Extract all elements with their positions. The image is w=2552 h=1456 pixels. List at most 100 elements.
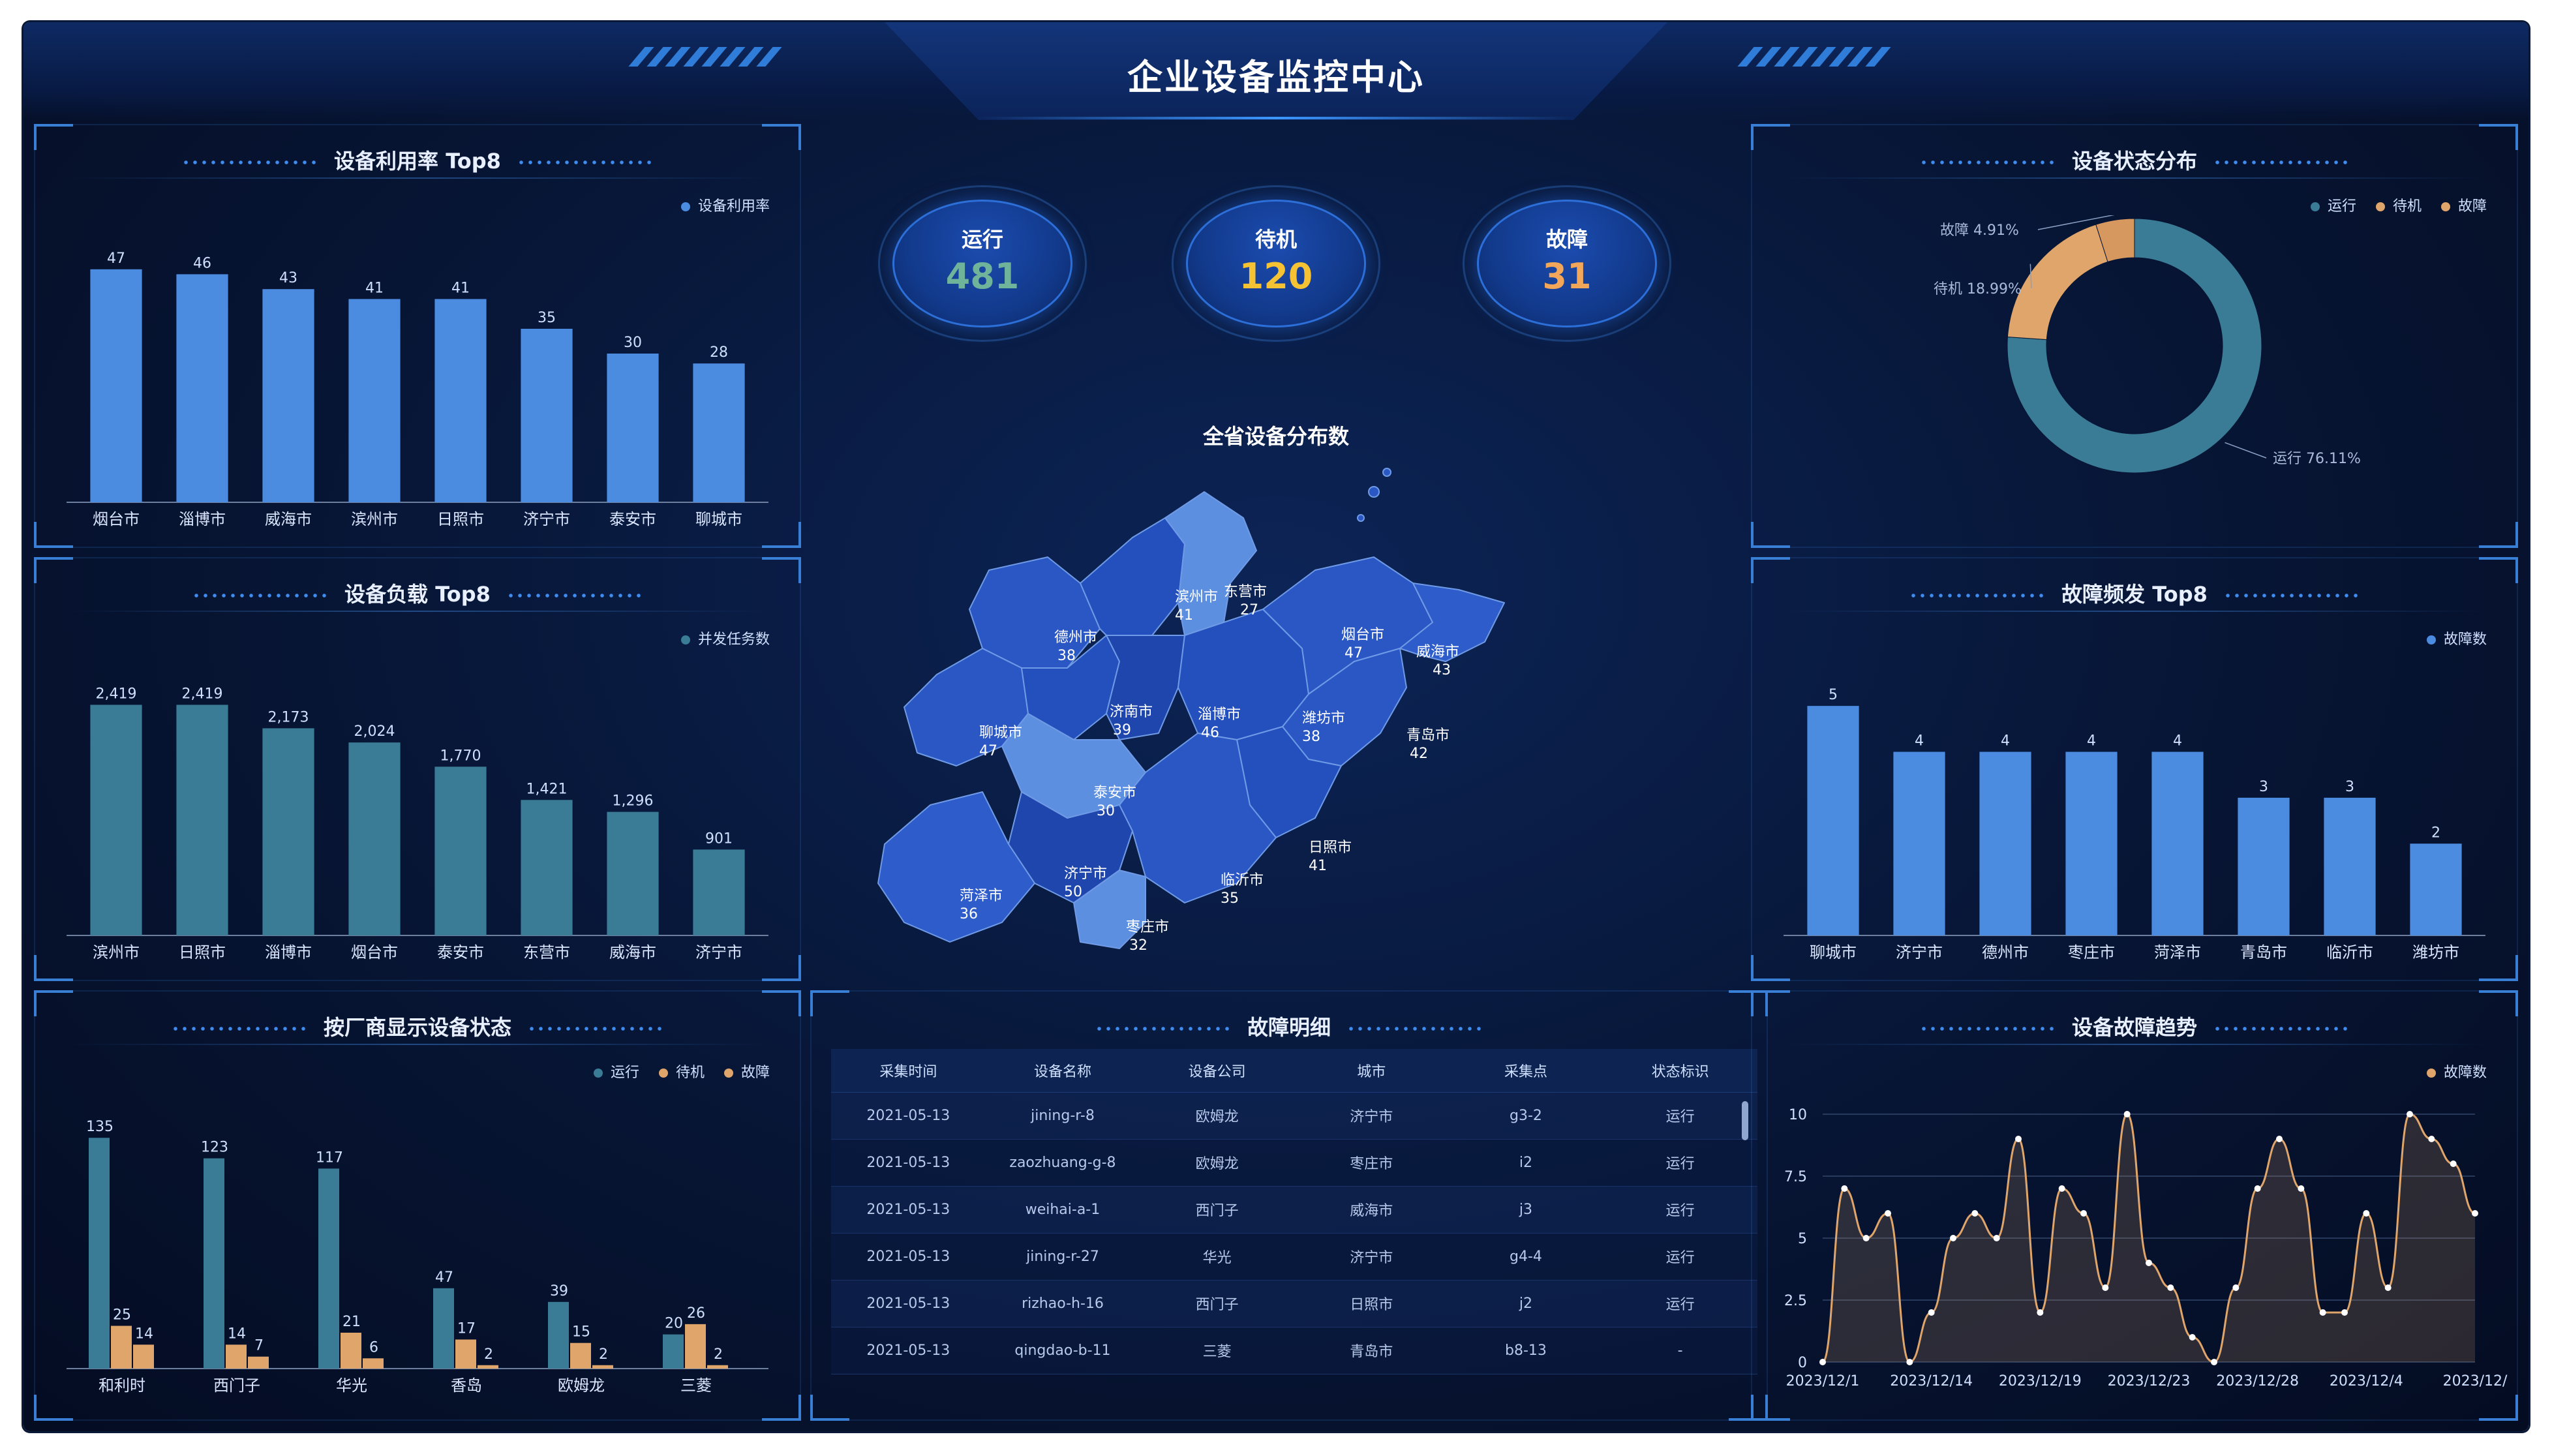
- load-chart: 2,419 滨州市 2,419 日照市 2,173 淄博市 2,024 烟台市 1,770 泰安市…: [67, 686, 768, 962]
- data-label: 3: [2345, 779, 2354, 795]
- legend-dot-icon: [2440, 202, 2450, 211]
- header-stripes-right: [1733, 47, 1928, 67]
- province-map[interactable]: 东营市 27 滨州市 41 德州市 38 烟台市 47 威海市 43 济南市 3…: [858, 453, 1707, 1007]
- data-point: [1885, 1210, 1891, 1217]
- table-cell: 2021-05-13: [831, 1280, 986, 1327]
- title-underline: [976, 117, 1576, 119]
- data-point: [2146, 1260, 2152, 1266]
- map-value: 30: [1097, 803, 1115, 819]
- table-cell: 欧姆龙: [1140, 1092, 1294, 1140]
- data-label: 3: [2259, 779, 2268, 795]
- legend-dot-icon: [2426, 1069, 2436, 1078]
- data-point: [2080, 1210, 2087, 1217]
- table-cell: g4-4: [1448, 1233, 1603, 1281]
- tick-label: 泰安市: [437, 943, 484, 962]
- legend: 设备利用率: [680, 194, 770, 215]
- stat-running: 运行 481: [878, 185, 1087, 342]
- table-row[interactable]: 2021-05-13 rizhao-h-16 西门子 日照市 j2 运行: [831, 1280, 1757, 1327]
- data-point: [2167, 1284, 2174, 1291]
- bar: [2065, 751, 2118, 935]
- utilization-chart: 47 烟台市 46 淄博市 43 威海市 41 滨州市 41 日照市 35 济宁市 30 泰安市 28 聊城市: [67, 250, 768, 528]
- data-label: 17: [457, 1320, 476, 1337]
- map-region-zibo[interactable]: [1106, 635, 1185, 740]
- tick-label: 临沂市: [2326, 943, 2373, 962]
- legend-dot-icon: [658, 1069, 668, 1078]
- bar: [2324, 797, 2376, 935]
- table-cell: i2: [1448, 1139, 1603, 1187]
- map-region-dongying[interactable]: [1164, 491, 1257, 636]
- tick-label: 东营市: [523, 943, 570, 962]
- tick-label: 日照市: [437, 510, 484, 528]
- data-label: 43: [279, 270, 297, 286]
- column-header[interactable]: 设备名称: [985, 1049, 1140, 1093]
- legend: 故障数: [2426, 628, 2487, 648]
- bar: [607, 811, 659, 935]
- data-label: 1,421: [526, 781, 568, 797]
- title-plate: [885, 22, 1667, 120]
- map-label: 聊城市: [979, 725, 1022, 741]
- table-cell: 2021-05-13: [831, 1139, 986, 1187]
- table-cell: b8-13: [1448, 1327, 1603, 1374]
- bar: [2238, 797, 2290, 935]
- tick-label: 菏泽市: [2154, 943, 2201, 962]
- data-point: [1950, 1235, 1956, 1241]
- slice-label: 故障 4.91%: [1940, 222, 2019, 239]
- map-region-heze[interactable]: [877, 791, 1035, 943]
- data-label: 21: [342, 1314, 361, 1330]
- legend: 故障数: [2426, 1061, 2487, 1082]
- tick-label: 5: [1798, 1231, 1807, 1247]
- tick-label: 聊城市: [1810, 943, 1857, 962]
- stat-fault: 故障 31: [1463, 185, 1671, 342]
- bar: [663, 1334, 684, 1369]
- column-header[interactable]: 采集时间: [831, 1049, 986, 1093]
- table-cell: 日照市: [1294, 1280, 1449, 1327]
- slice-label: 运行 76.11%: [2273, 451, 2361, 467]
- table-row[interactable]: 2021-05-13 jining-r-27 华光 济宁市 g4-4 运行: [831, 1233, 1757, 1281]
- table-row[interactable]: 2021-05-13 zaozhuang-g-8 欧姆龙 枣庄市 i2 运行: [831, 1139, 1757, 1187]
- legend: 运行 待机 故障: [593, 1061, 770, 1082]
- data-label: 14: [228, 1326, 246, 1342]
- data-label: 41: [451, 280, 470, 296]
- map-value: 46: [1201, 725, 1219, 741]
- area-fill: [1823, 1114, 2475, 1362]
- tick-label: 和利时: [99, 1376, 145, 1395]
- table-cell: 运行: [1603, 1280, 1757, 1327]
- table-cell: g3-2: [1448, 1092, 1603, 1140]
- data-label: 4: [2173, 733, 2182, 750]
- map-label: 潍坊市: [1302, 710, 1345, 727]
- bar: [226, 1344, 247, 1369]
- column-header[interactable]: 状态标识: [1603, 1049, 1757, 1093]
- table-cell: 西门子: [1140, 1280, 1294, 1327]
- table-cell: 济宁市: [1294, 1092, 1449, 1140]
- panel-title: 设备状态分布: [1751, 145, 2518, 175]
- map-region-zaozhuang[interactable]: [1073, 870, 1146, 949]
- tick-label: 威海市: [609, 943, 656, 962]
- column-header[interactable]: 设备公司: [1140, 1049, 1294, 1093]
- column-header[interactable]: 城市: [1294, 1049, 1449, 1093]
- tick-label: 济宁市: [1896, 943, 1943, 962]
- column-header[interactable]: 采集点: [1448, 1049, 1603, 1093]
- table-cell: 济宁市: [1294, 1233, 1449, 1281]
- map-label: 青岛市: [1406, 727, 1450, 744]
- map-region-weihai[interactable]: [1399, 583, 1505, 662]
- table-cell: j3: [1448, 1186, 1603, 1234]
- page-title: 企业设备监控中心: [1127, 57, 1425, 98]
- map-label: 临沂市: [1221, 872, 1264, 888]
- data-point: [2298, 1185, 2305, 1192]
- bar: [570, 1342, 591, 1369]
- table-row[interactable]: 2021-05-13 weihai-a-1 西门子 威海市 j3 运行: [831, 1186, 1757, 1234]
- slice-label: 待机 18.99%: [1934, 281, 2022, 297]
- table-row[interactable]: 2021-05-13 qingdao-b-11 三菱 青岛市 b8-13-: [831, 1327, 1757, 1374]
- table-row[interactable]: 2021-05-13 jining-r-8 欧姆龙 济宁市 g3-2 运行: [831, 1092, 1757, 1140]
- tick-label: 7.5: [1784, 1169, 1807, 1185]
- panel-title: 故障明细: [810, 1011, 1768, 1041]
- map-region-binzhou[interactable]: [1080, 517, 1185, 636]
- dashboard-screen: 企业设备监控中心 设备利用率 Top8 设备利用率 47 烟台市 46 淄博市 43 威海…: [23, 22, 2529, 1431]
- tick-label: 2.5: [1784, 1293, 1807, 1309]
- map-value: 41: [1175, 607, 1193, 624]
- bar: [434, 299, 487, 502]
- table-scrollbar[interactable]: [1742, 1101, 1748, 1140]
- panel-fault-detail: 故障明细 采集时间 设备名称 设备公司 城市 采集点 状态标识 2021-05-…: [810, 990, 1768, 1421]
- data-point: [2232, 1284, 2240, 1291]
- data-label: 47: [435, 1269, 453, 1286]
